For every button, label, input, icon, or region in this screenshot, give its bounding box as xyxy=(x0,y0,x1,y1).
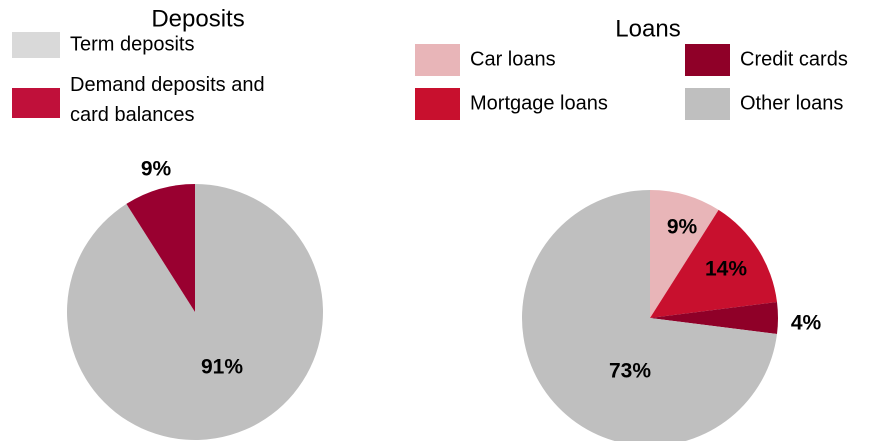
pie-slice xyxy=(522,190,777,441)
legend-label: Car loans xyxy=(470,48,556,70)
data-label: 4% xyxy=(791,312,822,335)
legend-swatch xyxy=(415,88,460,120)
legend-swatch xyxy=(415,44,460,76)
legend-label: Mortgage loans xyxy=(470,92,608,114)
data-label: 73% xyxy=(609,360,651,383)
pie-slice xyxy=(650,209,777,318)
data-label: 91% xyxy=(201,356,243,379)
pie-slice xyxy=(650,301,778,335)
pie-slice xyxy=(650,190,719,318)
chart-title: Deposits xyxy=(151,5,244,32)
data-label: 9% xyxy=(667,216,698,239)
legend-line: Demand deposits and xyxy=(70,74,265,96)
legend-line: card balances xyxy=(70,104,195,126)
legend-label: Other loans xyxy=(740,92,843,114)
chart-title: Loans xyxy=(615,15,680,42)
legend-swatch xyxy=(685,88,730,120)
legend-label: Term deposits xyxy=(70,33,195,55)
legend-label: Demand deposits and card balances xyxy=(70,74,265,126)
pie-slice xyxy=(126,184,195,312)
legend-swatch xyxy=(12,88,60,118)
pie-slice xyxy=(66,184,324,440)
legend-swatch xyxy=(12,32,60,58)
legend-label: Credit cards xyxy=(740,48,848,70)
data-label: 9% xyxy=(141,158,172,181)
legend-swatch xyxy=(685,44,730,76)
data-label: 14% xyxy=(705,258,747,281)
